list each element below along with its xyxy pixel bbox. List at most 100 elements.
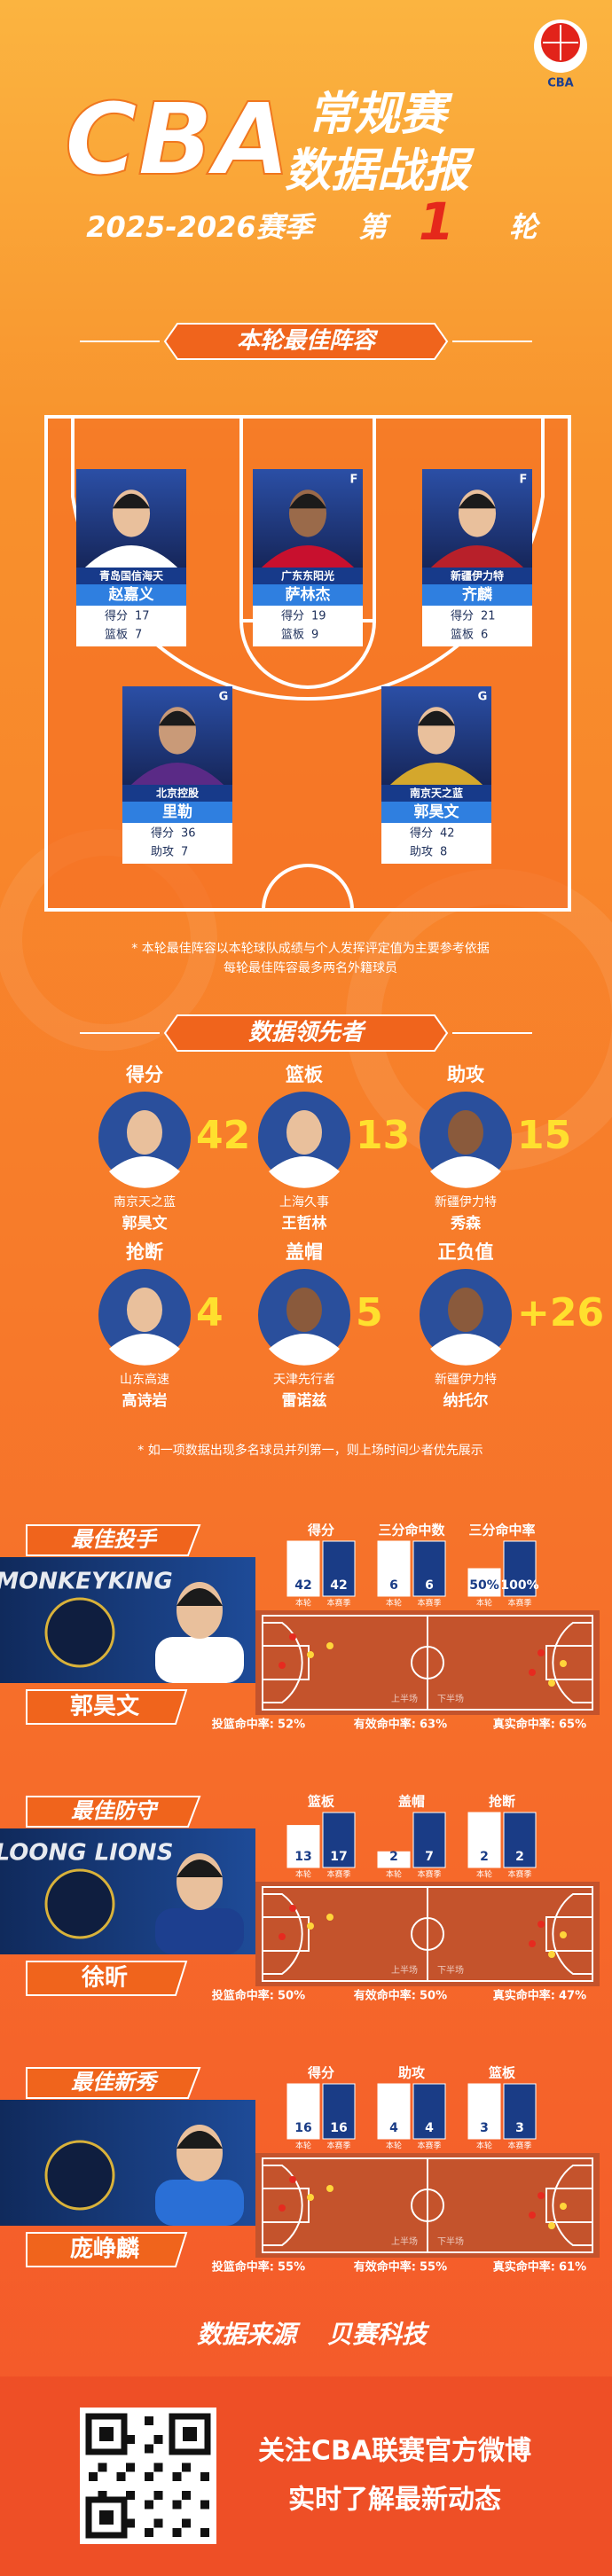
leaders-note: * 如一项数据出现多名球员并列第一，则上场时间少者优先展示 [137,1443,483,1458]
leader-team: 新疆伊力特 [435,1195,497,1210]
stat-bar [377,1540,411,1597]
photo-hair [458,493,497,509]
qr-cell [126,2435,135,2444]
team-name: 新疆伊力特 [451,569,504,583]
shot-court-line [263,1893,303,1975]
stat-bar [322,2083,356,2140]
qr-cell [200,2528,209,2537]
lineup-note: * 本轮最佳阵容以本轮球队成绩与个人发挥评定值为主要参考依据 [131,941,489,956]
half-label: 下半场 [437,2235,464,2247]
team-bar [76,568,186,584]
rate-label: 投篮命中率: [212,2260,274,2275]
stat-bar [467,1568,501,1597]
half-label: 下半场 [437,1964,464,1976]
banner-title: 本轮最佳阵容 [237,328,379,355]
bar-value: 16 [294,2121,311,2135]
award-title: 最佳防守 [71,1798,159,1823]
court-arc [239,620,376,689]
leader-head [127,1110,162,1155]
bar-stat-label: 得分 [307,1523,334,1539]
qr-cell [200,2472,209,2481]
award-title: 最佳投手 [71,1527,158,1552]
photo-hair [158,710,197,726]
stat-label: 得分 [410,826,433,841]
season: 2025-2026赛季 [86,210,316,244]
bar-value: 17 [330,1850,347,1864]
bar-value: 3 [515,2121,524,2135]
qr-finder-core [183,2427,197,2441]
leader-name: 秀森 [450,1214,482,1233]
qr-cell [172,2500,182,2509]
shot-court-line [552,1622,592,1703]
header-title: 数据战报 [285,145,475,198]
shot-court-line [411,1646,444,1679]
leader-name: 王哲林 [282,1214,327,1233]
stat-bar [467,2083,501,2140]
bar-value: 4 [425,2121,434,2135]
qr-cell [200,2500,209,2509]
qr-cell [182,2462,191,2472]
rate-label: 有效命中率: [354,1989,416,2003]
stat-bar [286,1825,320,1868]
award-player: 徐昕 [81,1964,128,1992]
bar-stat-label: 抢断 [489,1794,515,1810]
court-center [262,864,354,911]
bar-stat-label: 三分命中率 [468,1523,535,1539]
bar-stat-label: 得分 [307,2065,334,2081]
name-plate [26,1961,188,1996]
shot-dot [279,1933,286,1940]
rate-value: 47% [559,1990,586,2003]
bar-value: 50% [469,1578,499,1593]
qr-cell [116,2472,126,2481]
stat-value: 9 [311,629,318,642]
qr-cell [145,2528,153,2537]
photo-body [84,545,178,568]
shot-dot [548,1951,555,1958]
shot-dot [560,1660,567,1667]
leader-value: 42 [196,1113,250,1158]
stats-box [122,823,232,864]
player-position: F [350,474,358,487]
stat-value: 7 [181,846,188,859]
rate-value: 55% [278,2261,305,2275]
team-bar [253,568,363,584]
bar-stat-label: 盖帽 [398,1794,425,1810]
shot-court-line [411,1917,444,1951]
header-brand: CBA [65,82,290,198]
rate-value: 55% [420,2261,447,2275]
leader-body [269,1334,340,1366]
source-label: 数据来源 [197,2320,301,2349]
half-label: 上半场 [391,1964,418,1976]
qr-cell [89,2472,98,2481]
player-position: G [219,691,229,704]
player-position: G [478,691,488,704]
shot-dot [289,1905,296,1912]
shot-dot [279,2204,286,2212]
qr-cell [145,2500,153,2509]
stat-label: 助攻 [151,846,174,859]
header-title: 常规赛 [308,88,453,141]
name-bar [122,802,232,823]
rate-label: 真实命中率: [493,1989,555,2003]
stat-bar [322,1812,356,1868]
leader-team: 上海久事 [279,1195,329,1210]
logo-seam [543,25,578,60]
name-bar [381,802,491,823]
bar-period: 本轮 [476,1869,492,1880]
stat-value: 21 [481,610,496,623]
qr-cell [153,2435,163,2444]
rate-label: 投篮命中率: [212,1989,274,2003]
leader-value: 15 [517,1113,571,1158]
qr-cell [98,2462,107,2472]
shot-dot [326,1914,333,1921]
rate-value: 50% [420,1990,447,2003]
shot-dot [289,1633,296,1640]
rate-label: 有效命中率: [354,2260,416,2275]
bar-value: 42 [294,1578,311,1593]
award-photo-hair [177,1588,223,1606]
bar-period: 本轮 [476,1598,492,1609]
name-bar [253,584,363,606]
bar-value: 13 [294,1850,311,1864]
qr-cell [126,2518,135,2528]
qr-cell [145,2416,153,2425]
